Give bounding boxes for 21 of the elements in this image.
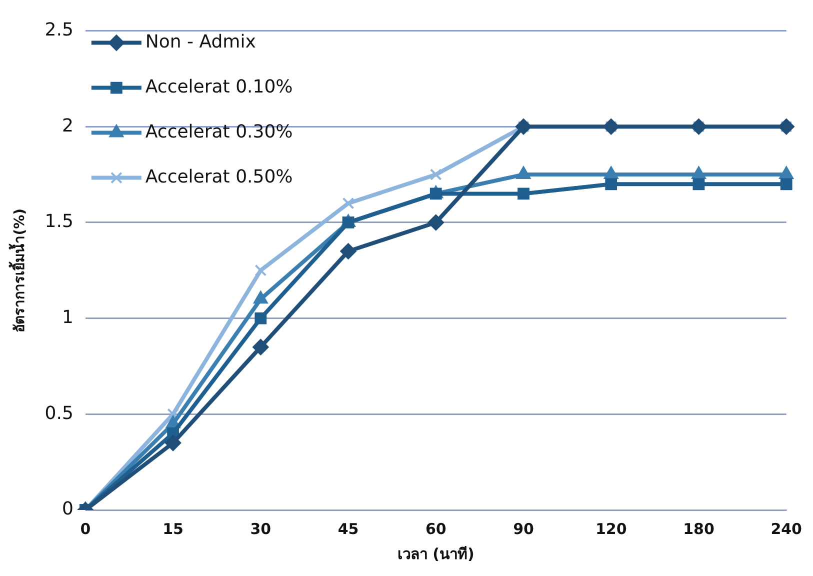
x-tick-label: 60 <box>425 520 446 538</box>
y-tick-label: 1.5 <box>44 211 74 232</box>
y-tick-label: 0 <box>62 498 74 520</box>
x-tick-label: 15 <box>162 520 184 538</box>
y-tick-label: 1 <box>62 306 74 328</box>
x-tick-label: 0 <box>80 520 91 538</box>
y-tick-label: 0.5 <box>44 402 74 424</box>
x-tick-label: 120 <box>595 520 627 538</box>
y-tick-label: 2.5 <box>44 19 74 40</box>
y-axis-title: อัตราการเยิ้มน้ำ(%) <box>8 208 28 332</box>
legend-label: Accelerat 0.30% <box>145 121 293 142</box>
x-tick-label: 90 <box>513 520 534 538</box>
x-tick-label: 45 <box>338 520 359 538</box>
x-tick-label: 240 <box>770 520 802 538</box>
legend-label: Accelerat 0.10% <box>145 76 293 98</box>
legend-label: Accelerat 0.50% <box>145 166 293 188</box>
legend-label: Non - Admix <box>145 31 256 52</box>
y-tick-label: 2 <box>62 115 74 136</box>
x-tick-label: 30 <box>250 520 272 538</box>
x-tick-label: 180 <box>683 520 714 538</box>
x-axis-title: เวลา (นาที) <box>397 544 474 563</box>
